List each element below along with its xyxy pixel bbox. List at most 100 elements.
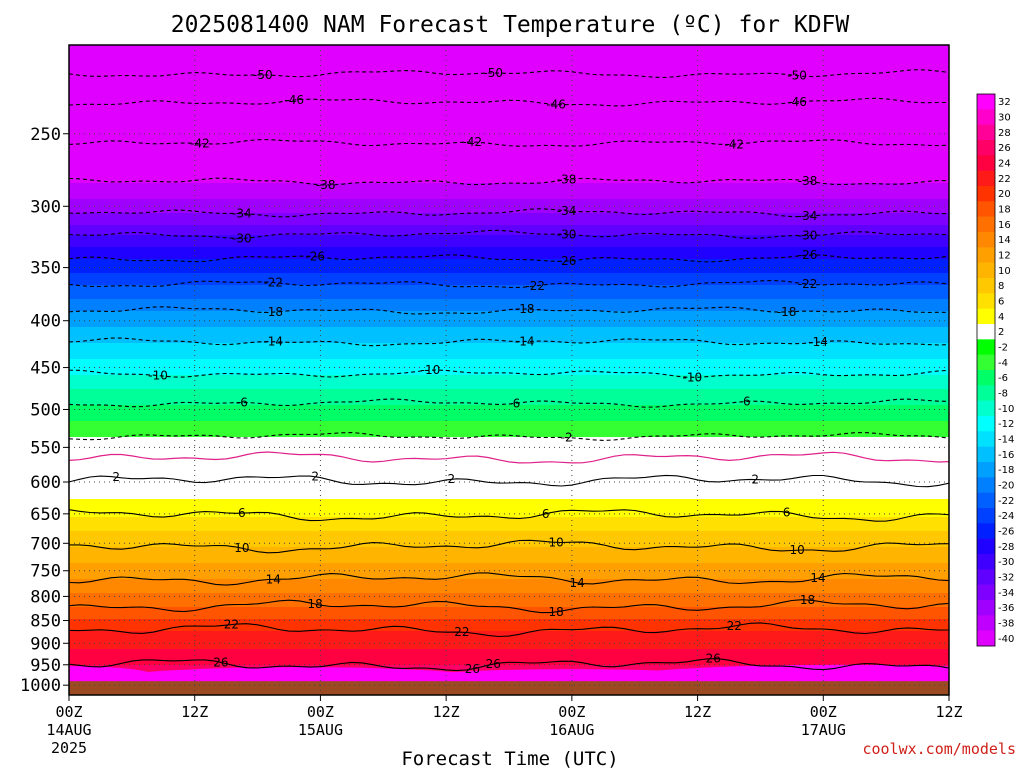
fill-band bbox=[69, 463, 949, 466]
colorbar-legend: 32 30 28 26 24 22 20 18 16 14 12 10 8 6 4 2 -2 -4 -6 -8 -10 -… bbox=[976, 93, 1014, 647]
fill-band bbox=[69, 397, 949, 400]
fill-band bbox=[69, 203, 949, 206]
fill-band bbox=[69, 371, 949, 374]
isotherm-label: 18 bbox=[308, 597, 323, 611]
isotherm-label: 2 bbox=[311, 470, 319, 484]
fill-band bbox=[69, 629, 949, 632]
fill-band bbox=[69, 557, 949, 560]
fill-band bbox=[69, 335, 949, 338]
fill-band bbox=[69, 293, 949, 296]
fill-band bbox=[69, 351, 949, 354]
fill-band bbox=[69, 57, 949, 60]
fill-band bbox=[69, 121, 949, 124]
colorbar-label: 24 bbox=[998, 159, 1011, 170]
fill-band bbox=[69, 387, 949, 390]
fill-band bbox=[69, 225, 949, 228]
fill-band bbox=[69, 577, 949, 580]
fill-band bbox=[69, 639, 949, 642]
fill-band bbox=[69, 157, 949, 160]
fill-band bbox=[69, 343, 949, 346]
fill-band bbox=[69, 317, 949, 320]
y-axis: 2503003504004505005506006507007508008509… bbox=[20, 125, 69, 696]
colorbar-label: 26 bbox=[998, 143, 1011, 154]
fill-band bbox=[69, 87, 949, 90]
fill-band bbox=[69, 373, 949, 376]
colorbar-label: 10 bbox=[998, 266, 1011, 277]
fill-band bbox=[69, 575, 949, 578]
x-tick-label: 00Z bbox=[55, 703, 82, 721]
x-tick-label: 12Z bbox=[181, 703, 208, 721]
fill-band bbox=[69, 355, 949, 358]
fill-band bbox=[69, 403, 949, 406]
fill-band bbox=[69, 469, 949, 472]
fill-band bbox=[69, 505, 949, 508]
colorbar-swatch bbox=[977, 523, 995, 539]
x-tick-date: 14AUG bbox=[46, 721, 91, 739]
fill-band bbox=[69, 95, 949, 98]
fill-band bbox=[69, 175, 949, 178]
colorbar-swatch bbox=[977, 569, 995, 585]
fill-band bbox=[69, 527, 949, 530]
fill-band bbox=[69, 591, 949, 594]
chart-title: 2025081400 NAM Forecast Temperature (ºC)… bbox=[171, 12, 850, 38]
fill-band bbox=[69, 125, 949, 128]
fill-band bbox=[69, 655, 949, 658]
source-credit: coolwx.com/models bbox=[862, 740, 1016, 758]
colorbar-swatch bbox=[977, 492, 995, 509]
fill-band bbox=[69, 289, 949, 292]
fill-band bbox=[69, 69, 949, 72]
fill-band bbox=[69, 507, 949, 510]
fill-band bbox=[69, 49, 949, 52]
fill-band bbox=[69, 73, 949, 76]
fill-band bbox=[69, 297, 949, 300]
fill-band bbox=[69, 53, 949, 56]
isotherm-line bbox=[69, 337, 949, 347]
fill-band bbox=[69, 623, 949, 626]
x-tick-label: 12Z bbox=[935, 703, 962, 721]
isotherm-line bbox=[69, 539, 949, 554]
isotherm-line bbox=[69, 229, 949, 239]
fill-band bbox=[69, 425, 949, 428]
isotherm-label: -34 bbox=[798, 209, 818, 223]
fill-band bbox=[69, 551, 949, 554]
y-tick-label: 400 bbox=[30, 312, 61, 332]
fill-band bbox=[69, 63, 949, 66]
fill-band bbox=[69, 531, 949, 534]
fill-band bbox=[69, 97, 949, 100]
fill-band bbox=[69, 647, 949, 650]
colorbar-label: -8 bbox=[998, 389, 1008, 400]
fill-band bbox=[69, 291, 949, 294]
fill-band bbox=[69, 259, 949, 262]
isotherm-label: -46 bbox=[787, 95, 807, 109]
colorbar-swatch bbox=[977, 354, 995, 371]
grid-lines bbox=[69, 45, 949, 695]
fill-band bbox=[69, 247, 949, 250]
isotherm-label: -46 bbox=[546, 97, 566, 111]
isotherm-labels: -50 -50 -50 -46 -46 -46 -42 -42 -42 -38 -38 -38 -34 -… bbox=[112, 66, 828, 676]
fill-band bbox=[69, 111, 949, 114]
isotherm-line bbox=[69, 254, 949, 263]
fill-band bbox=[69, 261, 949, 264]
fill-band bbox=[69, 197, 949, 200]
isotherm-line bbox=[69, 139, 949, 147]
colorbar-swatch bbox=[977, 385, 995, 401]
isotherm-label: -42 bbox=[724, 137, 744, 151]
fill-band bbox=[69, 165, 949, 168]
fill-band bbox=[69, 101, 949, 104]
colorbar-swatch bbox=[977, 94, 995, 110]
fill-band bbox=[69, 253, 949, 256]
colorbar-swatch bbox=[977, 400, 995, 417]
fill-band bbox=[69, 429, 949, 432]
isotherm-line bbox=[69, 369, 949, 378]
isotherm-label: 22 bbox=[727, 619, 742, 633]
x-tick-date: 15AUG bbox=[298, 721, 343, 739]
fill-band bbox=[69, 459, 949, 462]
fill-band bbox=[69, 179, 949, 182]
colorbar-swatch bbox=[977, 247, 995, 263]
colorbar-label: -10 bbox=[998, 404, 1014, 415]
fill-band bbox=[69, 61, 949, 64]
isotherm-line bbox=[69, 572, 949, 586]
colorbar-label: -26 bbox=[998, 527, 1014, 538]
fill-band bbox=[69, 375, 949, 378]
